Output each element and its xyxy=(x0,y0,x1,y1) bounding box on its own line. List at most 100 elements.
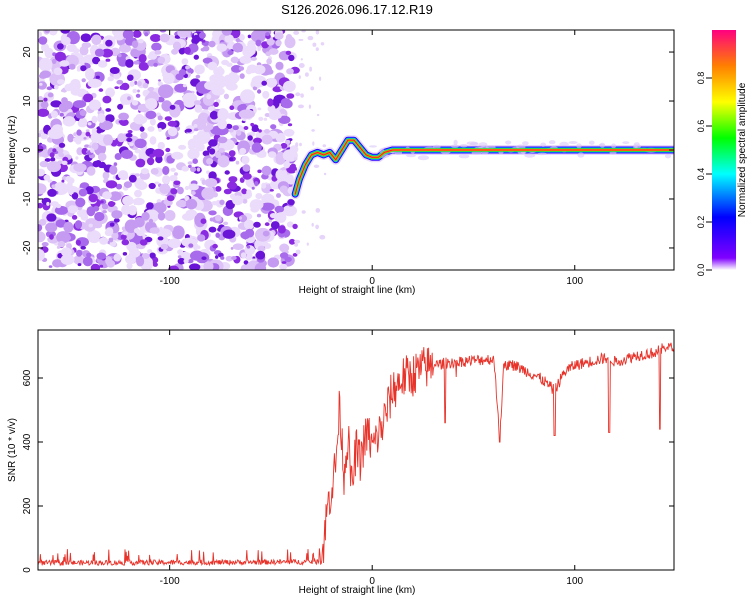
noise-speckle xyxy=(275,61,284,70)
noise-speckle xyxy=(145,98,158,110)
noise-speckle xyxy=(88,223,93,228)
noise-speckle xyxy=(232,195,244,206)
noise-speckle xyxy=(57,43,64,50)
noise-speckle xyxy=(312,42,317,47)
noise-speckle xyxy=(194,64,205,75)
noise-speckle xyxy=(114,153,122,160)
noise-speckle xyxy=(243,219,255,230)
noise-speckle xyxy=(68,63,76,70)
noise-speckle xyxy=(315,224,319,230)
noise-speckle xyxy=(219,199,225,205)
doppler-ridge-layer xyxy=(290,135,674,200)
noise-speckle xyxy=(61,179,65,183)
noise-speckle xyxy=(38,231,46,243)
noise-speckle xyxy=(169,175,178,182)
noise-speckle xyxy=(46,86,53,91)
noise-speckle xyxy=(127,74,134,81)
noise-speckle xyxy=(286,93,295,99)
noise-speckle xyxy=(140,132,148,139)
noise-speckle xyxy=(166,136,170,140)
noise-speckle xyxy=(105,39,113,47)
ridge-halo-blob xyxy=(417,155,429,161)
noise-speckle xyxy=(300,58,303,61)
noise-speckle xyxy=(253,137,262,144)
noise-speckle xyxy=(41,151,50,158)
noise-speckle xyxy=(79,109,87,116)
noise-speckle xyxy=(131,40,139,49)
noise-speckle xyxy=(48,265,53,268)
noise-speckle xyxy=(215,255,219,259)
noise-speckle xyxy=(305,72,309,77)
noise-speckle xyxy=(92,56,101,65)
noise-speckle xyxy=(126,262,133,270)
noise-speckle xyxy=(218,147,225,153)
noise-speckle xyxy=(193,134,199,140)
noise-speckle xyxy=(137,89,140,93)
noise-speckle xyxy=(270,124,277,130)
ridge-halo-blob xyxy=(480,151,489,154)
noise-speckle xyxy=(224,34,234,43)
noise-speckle xyxy=(96,128,102,134)
top-y-tick-label: 20 xyxy=(22,46,33,58)
noise-speckle xyxy=(208,139,218,147)
noise-speckle xyxy=(184,185,190,191)
noise-speckle xyxy=(212,243,218,249)
noise-speckle xyxy=(47,128,64,140)
noise-speckle xyxy=(293,157,298,161)
noise-speckle xyxy=(105,87,115,98)
noise-speckle xyxy=(71,192,79,200)
noise-speckle xyxy=(228,176,238,183)
noise-speckle xyxy=(38,36,48,45)
noise-speckle xyxy=(88,145,92,149)
noise-speckle xyxy=(225,255,233,262)
noise-speckle xyxy=(46,161,62,173)
noise-speckle xyxy=(61,97,68,104)
snr-panel: -100 0 100 0 200 400 600 Height of straight l… xyxy=(7,329,675,596)
noise-speckle xyxy=(221,30,232,36)
noise-speckle xyxy=(279,185,288,194)
noise-speckle xyxy=(246,189,252,195)
noise-speckle xyxy=(52,259,63,268)
noise-speckle xyxy=(172,41,182,51)
noise-speckle xyxy=(226,62,233,67)
noise-speckle xyxy=(76,147,84,156)
ridge-halo-blob xyxy=(453,139,458,146)
noise-speckle xyxy=(187,68,193,73)
noise-speckle xyxy=(59,112,64,117)
noise-speckle xyxy=(241,188,248,195)
noise-speckle xyxy=(177,249,184,255)
noise-speckle xyxy=(91,115,98,124)
noise-speckle xyxy=(157,121,167,130)
noise-speckle xyxy=(157,236,164,241)
noise-speckle xyxy=(49,152,55,158)
noise-speckle xyxy=(315,30,320,35)
noise-speckle xyxy=(211,87,225,96)
noise-speckle xyxy=(230,247,234,250)
noise-speckle xyxy=(254,181,259,187)
noise-speckle xyxy=(66,182,73,189)
noise-speckle xyxy=(311,129,315,132)
noise-speckle xyxy=(213,101,219,107)
noise-speckle xyxy=(188,183,199,191)
noise-speckle xyxy=(269,189,274,192)
noise-speckle xyxy=(99,120,113,131)
noise-speckle xyxy=(149,136,157,145)
noise-speckle xyxy=(265,68,274,75)
noise-speckle xyxy=(128,254,133,259)
noise-speckle xyxy=(242,173,252,180)
noise-speckle xyxy=(100,200,104,204)
noise-speckle xyxy=(280,98,292,108)
noise-speckle xyxy=(254,262,267,270)
noise-speckle xyxy=(257,107,262,111)
noise-speckle xyxy=(118,112,129,121)
noise-speckle xyxy=(40,101,49,109)
noise-speckle xyxy=(159,183,171,194)
noise-speckle xyxy=(168,265,179,270)
noise-speckle xyxy=(171,151,184,160)
noise-speckle xyxy=(40,133,48,140)
noise-speckle xyxy=(80,213,89,221)
noise-speckle xyxy=(257,169,262,174)
noise-speckle xyxy=(98,43,105,50)
noise-speckle xyxy=(73,255,85,265)
